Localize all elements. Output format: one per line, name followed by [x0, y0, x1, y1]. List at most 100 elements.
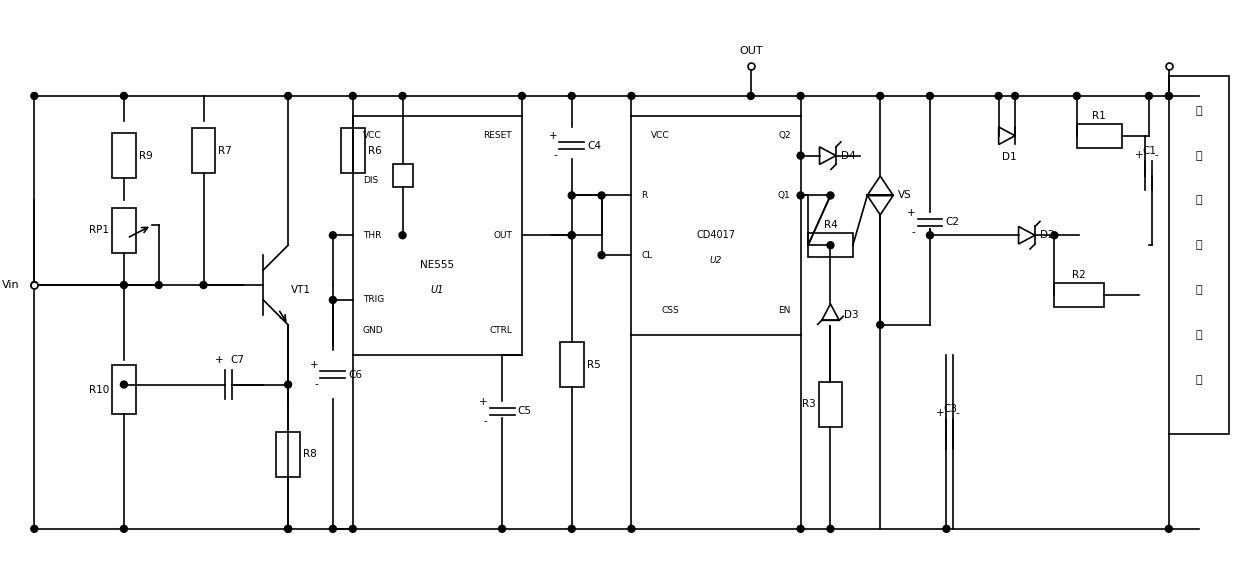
Bar	[353, 116, 522, 355]
Bar	[1054, 283, 1104, 307]
Circle shape	[926, 232, 934, 239]
Bar	[1076, 124, 1121, 148]
Text: U1: U1	[430, 285, 444, 295]
Circle shape	[942, 526, 950, 532]
Text: RESET: RESET	[484, 131, 512, 140]
Text: Q2: Q2	[777, 131, 791, 140]
Text: C4: C4	[588, 141, 601, 151]
Circle shape	[926, 93, 934, 99]
Text: CTRL: CTRL	[489, 326, 512, 335]
Text: -: -	[911, 227, 915, 237]
Text: TRIG: TRIG	[363, 296, 384, 304]
Text: C7: C7	[231, 355, 244, 365]
Text: +: +	[548, 131, 557, 141]
Text: C3: C3	[942, 404, 957, 415]
Bar	[277, 432, 300, 477]
Text: RP1: RP1	[89, 225, 109, 235]
Text: VCC: VCC	[363, 131, 382, 140]
Circle shape	[285, 381, 291, 388]
Circle shape	[350, 526, 356, 532]
Bar	[1169, 76, 1229, 434]
Circle shape	[877, 93, 884, 99]
Circle shape	[330, 297, 336, 304]
Circle shape	[797, 526, 804, 532]
Text: R7: R7	[218, 145, 232, 156]
Text: VS: VS	[898, 190, 911, 201]
Circle shape	[155, 282, 162, 289]
Bar	[559, 342, 584, 387]
Text: +: +	[906, 208, 915, 218]
Bar	[393, 164, 413, 187]
Circle shape	[518, 93, 526, 99]
Circle shape	[31, 93, 38, 99]
Circle shape	[120, 93, 128, 99]
Text: D4: D4	[841, 151, 856, 160]
Text: C1: C1	[1142, 145, 1156, 156]
Circle shape	[797, 152, 804, 159]
Circle shape	[1166, 93, 1172, 99]
Circle shape	[827, 526, 835, 532]
Text: NE555: NE555	[420, 260, 454, 270]
Text: R9: R9	[139, 151, 153, 160]
Text: 双: 双	[1195, 106, 1202, 116]
Circle shape	[797, 192, 804, 199]
Text: -: -	[315, 379, 319, 389]
Text: THR: THR	[363, 231, 381, 240]
Text: D1: D1	[1002, 152, 1017, 162]
Bar	[631, 116, 801, 335]
Circle shape	[330, 526, 336, 532]
Circle shape	[399, 232, 405, 239]
Text: -: -	[1154, 150, 1158, 160]
Text: VCC: VCC	[651, 131, 670, 140]
Bar	[341, 128, 365, 173]
Text: 通: 通	[1195, 151, 1202, 160]
Text: CSS: CSS	[661, 306, 680, 315]
Circle shape	[568, 192, 575, 199]
Circle shape	[598, 252, 605, 259]
Circle shape	[568, 93, 575, 99]
Circle shape	[120, 282, 128, 289]
Bar	[818, 382, 842, 427]
Text: +: +	[310, 360, 319, 370]
Text: D3: D3	[844, 310, 859, 320]
Text: C6: C6	[348, 370, 362, 380]
Text: OUT: OUT	[739, 46, 763, 56]
Text: +: +	[479, 397, 487, 407]
Circle shape	[498, 526, 506, 532]
Text: -: -	[553, 150, 557, 160]
Text: R6: R6	[368, 145, 382, 156]
Circle shape	[797, 93, 804, 99]
Text: +: +	[215, 355, 223, 365]
Text: D2: D2	[1040, 230, 1054, 240]
Circle shape	[627, 93, 635, 99]
Circle shape	[568, 232, 575, 239]
Circle shape	[748, 93, 754, 99]
Text: C5: C5	[517, 407, 532, 416]
Text: R5: R5	[587, 359, 600, 370]
Bar	[191, 128, 216, 173]
Bar	[112, 208, 136, 252]
Circle shape	[877, 321, 884, 328]
Text: 路: 路	[1195, 374, 1202, 385]
Text: Q1: Q1	[777, 191, 791, 200]
Circle shape	[200, 282, 207, 289]
Text: U2: U2	[709, 256, 722, 264]
Circle shape	[568, 526, 575, 532]
Text: CL: CL	[641, 251, 652, 260]
Text: R10: R10	[89, 385, 109, 394]
Circle shape	[31, 526, 38, 532]
Circle shape	[350, 93, 356, 99]
Circle shape	[827, 192, 835, 199]
Text: R: R	[641, 191, 647, 200]
Circle shape	[627, 526, 635, 532]
Circle shape	[285, 526, 291, 532]
Circle shape	[996, 93, 1002, 99]
Circle shape	[31, 282, 38, 289]
Text: R8: R8	[303, 449, 316, 459]
Circle shape	[285, 93, 291, 99]
Text: -: -	[484, 416, 487, 426]
Circle shape	[399, 93, 405, 99]
Bar	[112, 365, 136, 415]
Text: C2: C2	[945, 217, 960, 227]
Text: R4: R4	[823, 220, 837, 230]
